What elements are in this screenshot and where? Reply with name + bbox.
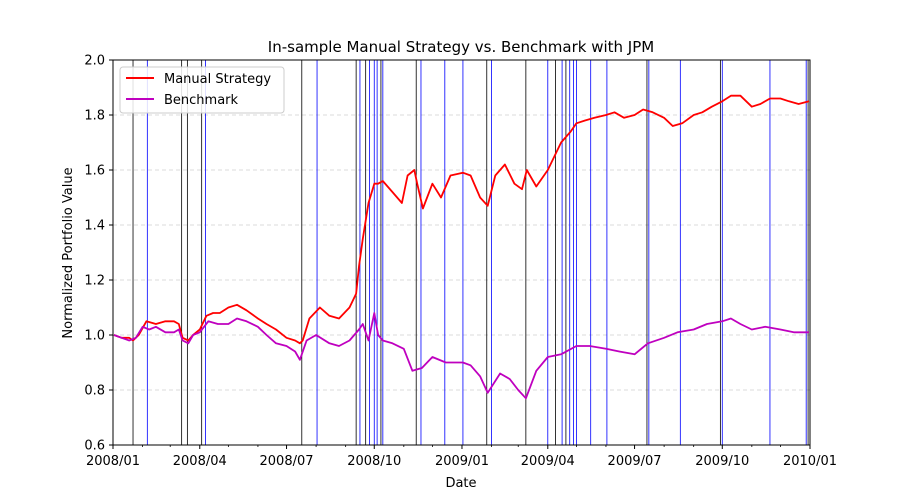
series-line-benchmark <box>113 312 809 400</box>
y-tick-label: 1.8 <box>84 109 105 124</box>
y-tick-label: 2.0 <box>84 54 105 69</box>
y-tick-label: 1.6 <box>84 164 105 179</box>
legend: Manual Strategy Benchmark <box>119 66 285 114</box>
x-tick-label: 2008/07 <box>260 454 314 469</box>
x-tick-label: 2008/04 <box>173 454 227 469</box>
legend-box <box>119 66 285 114</box>
x-tick-label: 2009/01 <box>435 454 489 469</box>
chart-title: In-sample Manual Strategy vs. Benchmark … <box>268 38 654 56</box>
x-tick-label: 2009/10 <box>695 454 749 469</box>
y-tick-label: 0.8 <box>84 384 105 399</box>
x-tick-label: 2009/07 <box>608 454 662 469</box>
y-axis-title: Normalized Portfolio Value <box>61 167 76 338</box>
x-tick-label: 2010/01 <box>783 454 837 469</box>
y-tick-label: 1.0 <box>84 329 105 344</box>
x-tick-label: 2009/04 <box>521 454 575 469</box>
signal-lines <box>132 60 809 445</box>
axis-ticks: 0.6 0.8 1.0 1.2 1.4 1.6 1.8 2.0 2008/01 2008/04 20… <box>84 54 837 470</box>
y-tick-label: 1.4 <box>84 219 105 234</box>
legend-label-manual-strategy: Manual Strategy <box>164 72 271 87</box>
plot-frame <box>112 59 811 446</box>
y-tick-label: 1.2 <box>84 274 105 289</box>
series-lines <box>113 94 810 400</box>
x-tick-label: 2008/10 <box>347 454 401 469</box>
grid-lines <box>113 59 810 446</box>
y-tick-label: 0.6 <box>84 439 105 454</box>
x-tick-label: 2008/01 <box>86 454 140 469</box>
series-line-manual-strategy <box>113 94 810 345</box>
x-axis-title: Date <box>445 476 476 491</box>
legend-label-benchmark: Benchmark <box>164 93 239 108</box>
